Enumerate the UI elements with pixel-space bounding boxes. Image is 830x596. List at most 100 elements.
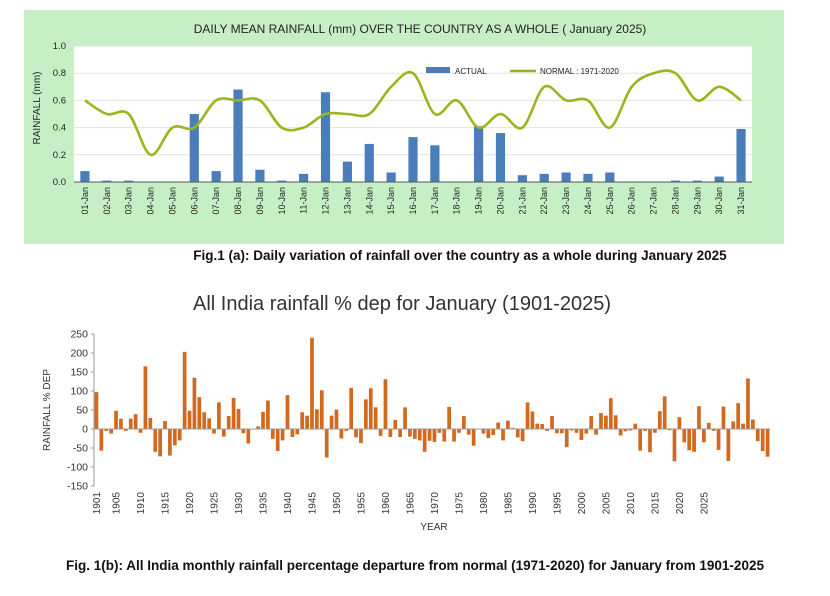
bar-1903	[104, 429, 109, 431]
x-tick-label: 11-Jan	[299, 187, 309, 214]
bar-1967	[417, 429, 422, 441]
bar-1916	[168, 429, 172, 456]
bar-1978	[471, 429, 476, 446]
x-tick-label: 1985	[503, 492, 514, 515]
bar-1925	[212, 429, 216, 434]
x-tick-label: 1935	[259, 492, 270, 515]
y-axis-label: RAINFALL (mm)	[32, 72, 43, 145]
bar-1963	[398, 429, 403, 437]
x-tick-label: 2015	[650, 492, 661, 515]
bar-1959	[378, 429, 383, 436]
bar-1942	[295, 429, 300, 435]
bar-1950	[334, 409, 339, 429]
x-tick-labels: 1901 1905 1910 1915 1920 1925 1930 1935 1940 1945…	[92, 492, 710, 515]
y-tick-label: 0.4	[53, 123, 66, 134]
x-tick-label: 1960	[381, 492, 392, 515]
bar-2031	[731, 421, 736, 429]
x-tick-label: 1930	[234, 492, 245, 515]
bar-2034	[746, 378, 750, 429]
legend-actual-label: ACTUAL	[455, 67, 487, 76]
bar-2012	[638, 429, 643, 451]
bar-1989	[525, 402, 530, 429]
bar-29-Jan	[692, 180, 702, 182]
bar-1982	[491, 429, 496, 436]
bar-1970	[432, 429, 437, 442]
bar-25-Jan	[605, 172, 615, 182]
bar-2011	[633, 423, 638, 429]
bar-1946	[315, 409, 319, 429]
x-tick-label: 13-Jan	[342, 187, 352, 215]
bar-16-Jan	[408, 137, 418, 182]
y-tick-label: 100	[70, 386, 88, 398]
bar-1940	[285, 395, 290, 429]
x-tick-label: 08-Jan	[233, 187, 243, 215]
bar-1985	[506, 420, 510, 429]
bar-02-Jan	[102, 180, 112, 182]
bar-1919	[182, 351, 187, 429]
bar-1908	[128, 418, 133, 429]
x-tick-label: 1970	[430, 492, 441, 515]
bar-1972	[442, 429, 447, 442]
normal-line	[84, 69, 742, 157]
bar-1923	[202, 412, 207, 429]
bar-2003	[594, 429, 598, 435]
bar-1961	[388, 429, 393, 437]
bar-2033	[741, 423, 745, 429]
bar-1929	[231, 397, 236, 429]
bar-2017	[662, 396, 667, 429]
x-tick-label: 1950	[332, 492, 343, 515]
bar-1910	[138, 429, 143, 433]
bar-07-Jan	[211, 171, 221, 182]
bar-31-Jan	[736, 128, 746, 182]
bar-1951	[339, 429, 344, 439]
x-tick-label: 28-Jan	[670, 187, 680, 215]
x-tick-label: 1920	[185, 492, 196, 515]
bar-2020	[677, 417, 682, 429]
bar-2035	[750, 419, 755, 429]
bar-1917	[172, 429, 177, 446]
bar-06-Jan	[189, 114, 199, 182]
departure-bars	[94, 337, 770, 462]
bar-1977	[466, 429, 471, 435]
bar-28-Jan	[670, 180, 681, 182]
bar-1966	[412, 429, 417, 439]
bar-1943	[300, 412, 305, 429]
legend-normal-label: NORMAL : 1971-2020	[540, 67, 619, 76]
x-tick-label: 2020	[675, 492, 686, 515]
bar-2010	[628, 429, 633, 431]
bar-1987	[515, 429, 520, 438]
bar-1976	[461, 416, 466, 429]
bar-1941	[290, 429, 295, 437]
bar-14-Jan	[364, 143, 374, 182]
bar-09-Jan	[255, 169, 265, 182]
x-tick-label: 17-Jan	[430, 187, 440, 215]
x-tick-label: 07-Jan	[211, 187, 221, 215]
x-tick-label: 2000	[577, 492, 588, 515]
bar-15-Jan	[386, 172, 396, 182]
bar-21-Jan	[517, 175, 527, 182]
bar-2016	[657, 411, 662, 429]
x-tick-label: 29-Jan	[692, 187, 702, 215]
x-tick-label: 1980	[479, 492, 490, 515]
x-tick-label: 1940	[283, 492, 294, 515]
bar-2029	[721, 406, 726, 429]
x-tick-label: 25-Jan	[605, 187, 615, 215]
bar-11-Jan	[299, 173, 309, 182]
bar-20-Jan	[495, 133, 506, 182]
bar-2024	[697, 406, 701, 429]
bar-1939	[280, 429, 285, 441]
bar-2006	[608, 398, 613, 429]
bar-1922	[197, 397, 202, 429]
y-tick-label: 0.8	[53, 68, 66, 79]
bar-10-Jan	[277, 180, 287, 182]
x-tick-label: 31-Jan	[736, 187, 746, 215]
bar-23-Jan	[561, 172, 571, 182]
bar-1947	[319, 390, 324, 429]
bar-1955	[359, 429, 363, 444]
bar-1944	[305, 415, 309, 429]
x-tick-label: 2010	[626, 492, 637, 515]
bar-2008	[618, 429, 623, 436]
actual-bars	[80, 89, 746, 182]
x-axis-label: YEAR	[420, 522, 447, 533]
bar-2037	[760, 429, 765, 452]
